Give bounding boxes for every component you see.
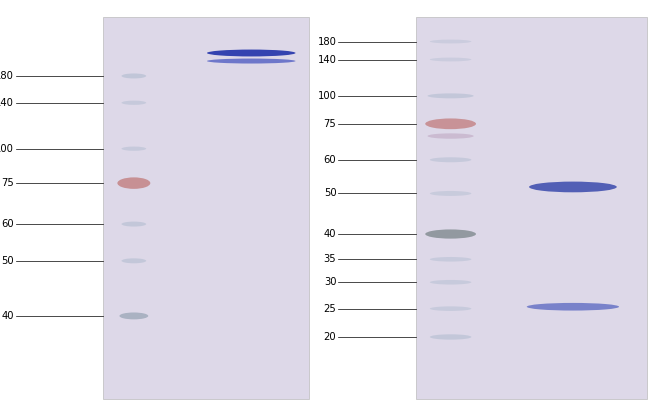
Text: R: R: [532, 0, 541, 2]
Ellipse shape: [122, 222, 146, 227]
Ellipse shape: [122, 101, 146, 105]
Text: 75: 75: [1, 178, 14, 188]
Ellipse shape: [122, 74, 146, 79]
Ellipse shape: [122, 146, 146, 151]
Ellipse shape: [428, 93, 474, 98]
Ellipse shape: [207, 59, 296, 64]
Ellipse shape: [118, 177, 150, 189]
Ellipse shape: [120, 312, 148, 319]
Text: 75: 75: [324, 119, 337, 129]
Text: 180: 180: [317, 37, 337, 47]
Ellipse shape: [529, 182, 617, 192]
Ellipse shape: [430, 57, 471, 62]
Ellipse shape: [430, 306, 471, 311]
Ellipse shape: [430, 157, 471, 162]
Text: 50: 50: [324, 188, 337, 198]
Text: 30: 30: [324, 277, 337, 287]
Bar: [103, 17, 309, 399]
Text: 40: 40: [1, 311, 14, 321]
Text: 25: 25: [324, 304, 337, 314]
Ellipse shape: [425, 230, 476, 239]
Ellipse shape: [425, 119, 476, 129]
Text: M: M: [70, 0, 80, 2]
Ellipse shape: [207, 50, 296, 57]
Text: NR: NR: [203, 0, 222, 2]
Text: 100: 100: [0, 144, 14, 154]
Text: 140: 140: [317, 54, 337, 64]
Text: 140: 140: [0, 98, 14, 108]
Text: 60: 60: [1, 219, 14, 229]
Text: 60: 60: [324, 155, 337, 165]
Text: 180: 180: [0, 71, 14, 81]
Ellipse shape: [430, 280, 471, 285]
Text: 100: 100: [317, 91, 337, 101]
Ellipse shape: [430, 191, 471, 196]
Ellipse shape: [430, 257, 471, 262]
Text: M: M: [388, 0, 398, 2]
Text: 50: 50: [1, 256, 14, 266]
Text: 40: 40: [324, 229, 337, 239]
Text: kDa: kDa: [341, 0, 364, 2]
Ellipse shape: [122, 258, 146, 263]
Text: 20: 20: [324, 332, 337, 342]
Text: kDa: kDa: [20, 0, 43, 2]
Ellipse shape: [430, 40, 471, 43]
Ellipse shape: [526, 303, 619, 311]
Text: 35: 35: [324, 254, 337, 264]
Bar: [416, 17, 647, 399]
Ellipse shape: [430, 334, 471, 339]
Ellipse shape: [428, 134, 474, 139]
